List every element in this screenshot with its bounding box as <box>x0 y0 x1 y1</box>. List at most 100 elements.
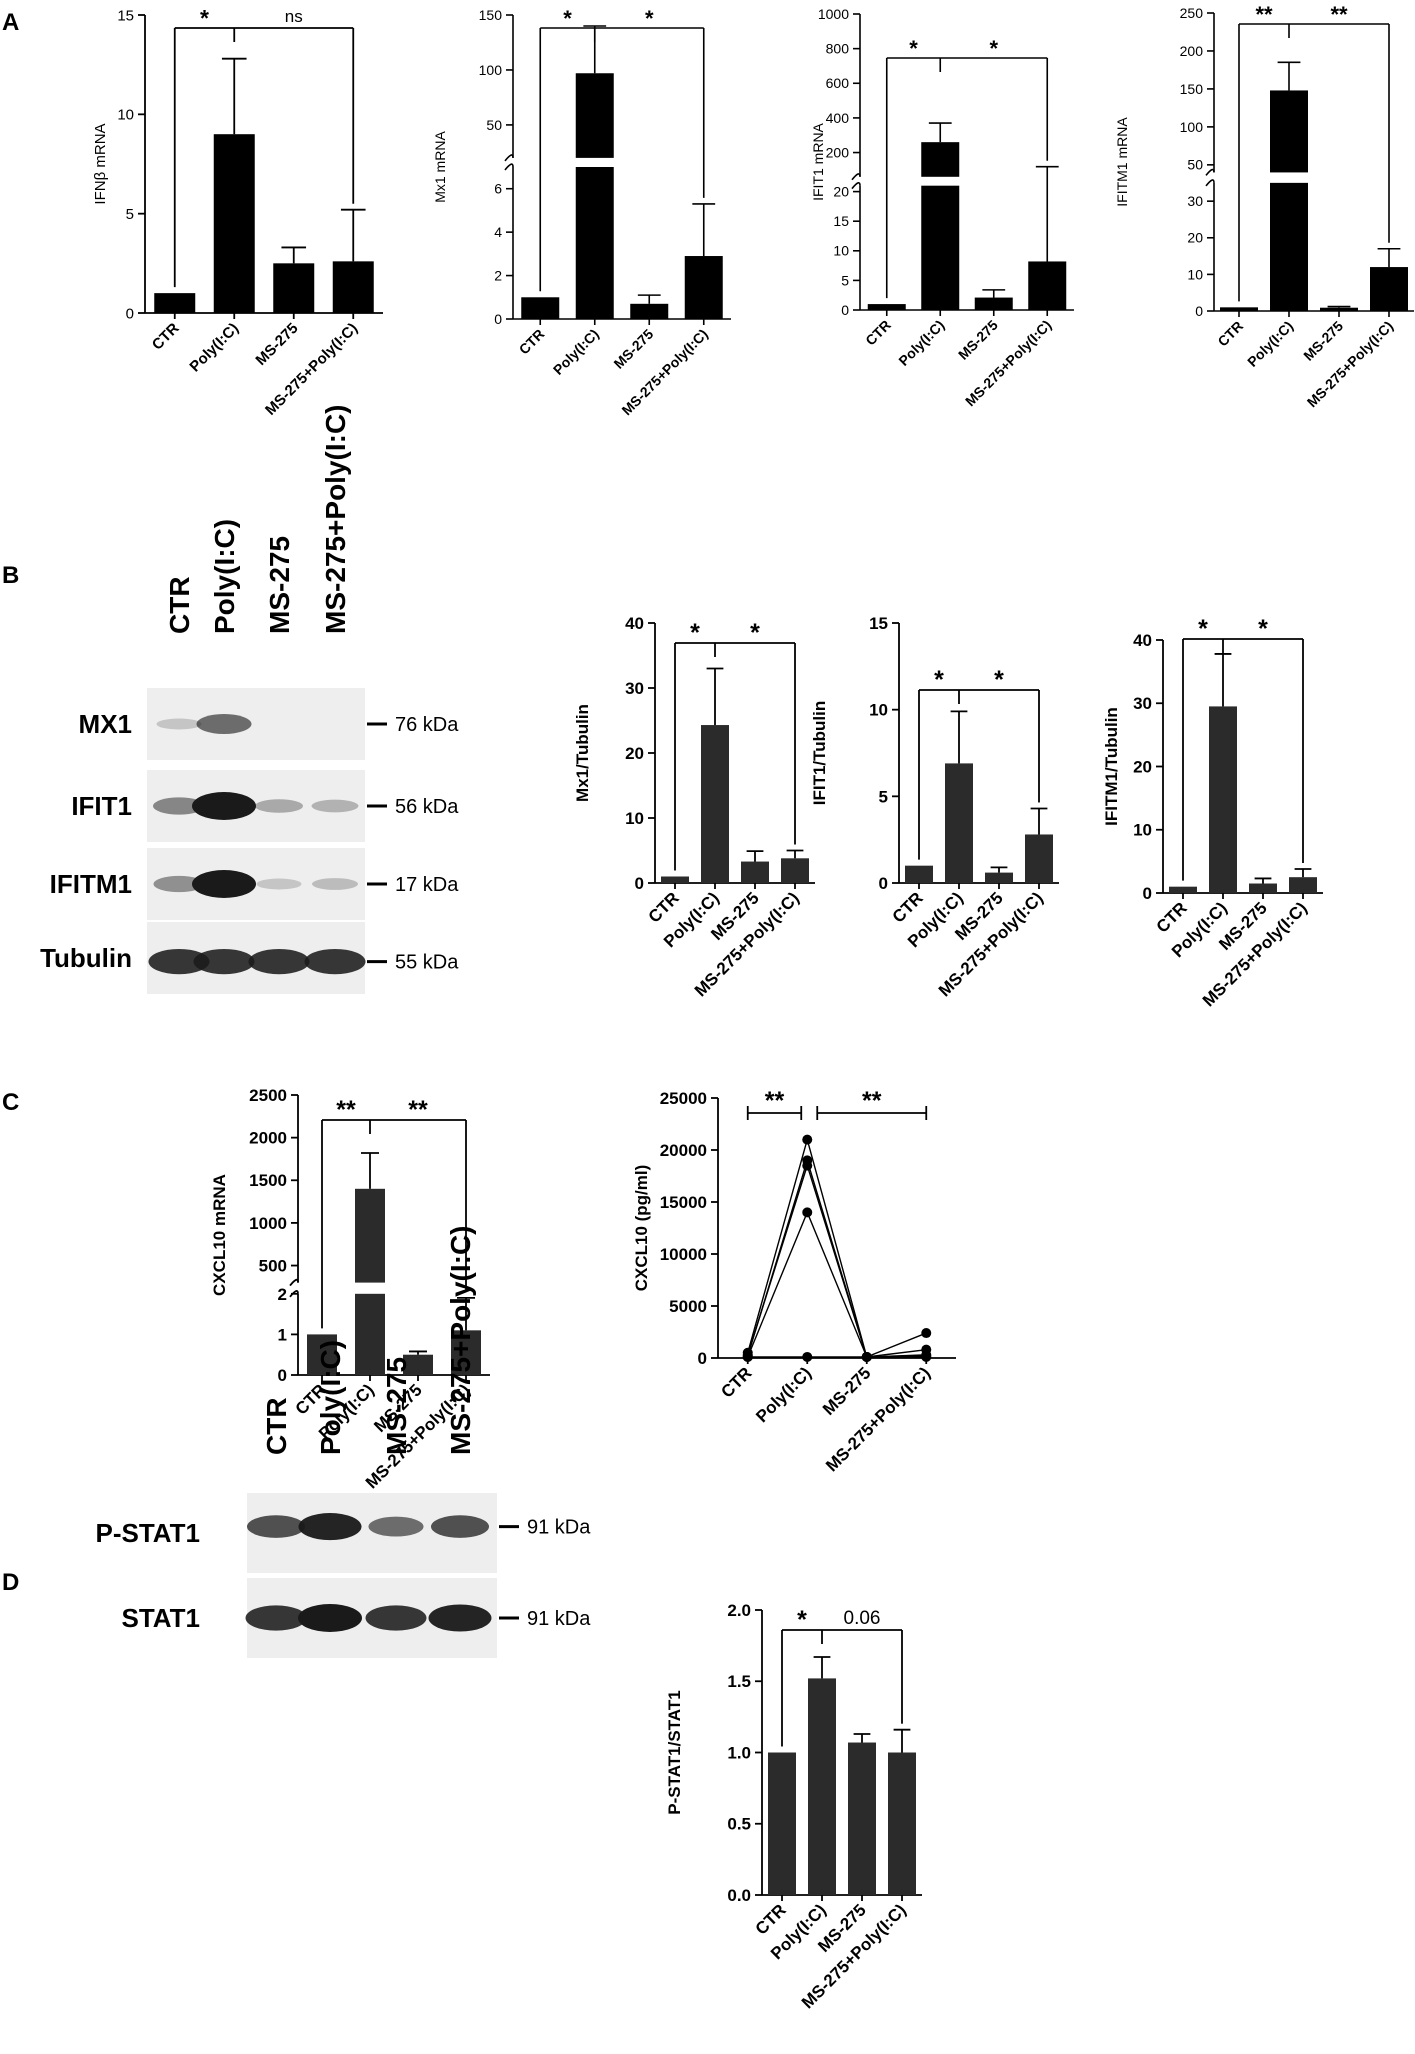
x-tick-label: MS-275 <box>955 317 1001 363</box>
chart-a4: 0 10 20 30 50 100 150 200 250 IFITM1 mRNA CTRPoly(… <box>1114 2 1414 410</box>
y-tick-label: 15 <box>869 614 888 633</box>
blot-band <box>153 797 205 815</box>
y-tick-label: 0 <box>1143 884 1152 903</box>
western-blot-blot-b: CTR Poly(I:C) MS-275 MS-275+Poly(I:C) MX1 76 … <box>40 405 459 994</box>
bar <box>888 1752 916 1895</box>
significance-label: ** <box>765 1087 785 1115</box>
y-tick-label: 5000 <box>669 1297 707 1316</box>
y-tick-label: 150 <box>1180 81 1204 97</box>
lane-label: MS-275 <box>264 536 295 634</box>
bar <box>273 263 315 313</box>
y-tick-label: 20 <box>833 184 849 200</box>
panel-letter-d: D <box>2 1569 19 1596</box>
blot-band <box>247 1515 305 1538</box>
y-tick-label: 40 <box>1133 631 1152 650</box>
kda-label: 76 kDa <box>395 714 459 736</box>
y-tick-label: 1500 <box>249 1171 287 1190</box>
blot-membrane <box>147 688 365 760</box>
y-tick-label: 6 <box>494 181 502 197</box>
blot-row-label: STAT1 <box>122 1603 200 1633</box>
y-tick-label: 20 <box>1187 230 1203 246</box>
bar <box>848 1742 876 1895</box>
axis-break-mark <box>1205 168 1215 176</box>
y-axis-label: IFITM1 mRNA <box>1114 117 1130 207</box>
bar <box>575 73 614 320</box>
bar <box>1025 834 1053 883</box>
panel-letter-a: A <box>2 9 19 36</box>
x-tick-label: MS-275 <box>819 1363 875 1419</box>
y-tick-label: 0 <box>278 1366 287 1385</box>
bar <box>1270 90 1308 311</box>
y-tick-label: 15000 <box>660 1193 707 1212</box>
bar <box>1169 886 1197 893</box>
y-axis-label: CXCL10 mRNA <box>210 1174 229 1296</box>
y-tick-label: 0 <box>841 302 849 318</box>
lane-label: Poly(I:C) <box>209 519 240 634</box>
bar <box>154 293 196 313</box>
blot-band <box>431 1515 489 1538</box>
western-blot-blot-d: CTR Poly(I:C) MS-275 MS-275+Poly(I:C) P-STAT… <box>96 1226 591 1658</box>
bar-break-gap <box>920 176 961 186</box>
significance-label: * <box>1198 615 1208 643</box>
y-tick-label: 2000 <box>249 1129 287 1148</box>
panel-letter-c: C <box>2 1089 19 1116</box>
significance-label: * <box>797 1606 807 1634</box>
y-tick-label: 50 <box>1187 157 1203 173</box>
y-tick-label: 0 <box>126 305 134 322</box>
y-tick-label: 200 <box>826 144 850 160</box>
lane-label: Poly(I:C) <box>315 1340 346 1455</box>
y-tick-label: 200 <box>1180 43 1204 59</box>
blot-band <box>311 799 359 813</box>
x-tick-label: CTR <box>516 326 548 358</box>
y-axis-label: CXCL10 (pg/ml) <box>632 1165 651 1292</box>
y-tick-label: 1000 <box>249 1214 287 1233</box>
axis-break-mark <box>289 1290 299 1298</box>
blot-band <box>312 878 358 890</box>
y-tick-label: 20 <box>625 744 644 763</box>
y-tick-label: 2.0 <box>727 1601 751 1620</box>
y-tick-label: 400 <box>826 110 850 126</box>
x-tick-label: MS-275+Poly(I:C) <box>1304 318 1396 410</box>
bar <box>701 725 729 883</box>
bar <box>1028 261 1067 310</box>
x-tick-label: Poly(I:C) <box>895 317 947 369</box>
axis-break-mark <box>851 173 861 181</box>
y-tick-label: 2 <box>494 267 502 283</box>
y-tick-label: 25000 <box>660 1089 707 1108</box>
blot-band <box>196 714 252 734</box>
y-tick-label: 40 <box>625 614 644 633</box>
y-tick-label: 150 <box>479 7 503 23</box>
bar <box>521 297 560 319</box>
axis-break-mark <box>1205 179 1215 187</box>
y-tick-label: 100 <box>479 62 503 78</box>
x-tick-label: MS-275 <box>252 320 301 369</box>
blot-band <box>193 948 255 975</box>
y-tick-label: 1.0 <box>727 1743 751 1762</box>
x-tick-label: MS-275+Poly(I:C) <box>822 1363 934 1475</box>
bar <box>403 1354 433 1375</box>
chart-b3: 010203040IFITM1/TubulinCTRPoly(I:C)MS-27… <box>1102 615 1323 1010</box>
x-tick-label: Poly(I:C) <box>1244 318 1296 370</box>
bar <box>781 858 809 883</box>
y-tick-label: 30 <box>1133 694 1152 713</box>
y-axis-label: IFITM1/Tubulin <box>1102 707 1121 826</box>
y-tick-label: 10 <box>1133 821 1152 840</box>
y-tick-label: 5 <box>126 206 134 223</box>
axis-break-mark <box>504 154 514 162</box>
kda-label: 56 kDa <box>395 796 459 818</box>
x-tick-label: MS-275 <box>1300 318 1346 364</box>
significance-label: * <box>1258 615 1268 643</box>
significance-label: * <box>909 36 918 61</box>
y-tick-label: 15 <box>117 7 134 24</box>
y-tick-label: 0 <box>494 311 502 327</box>
significance-label: * <box>645 6 654 31</box>
series-line <box>747 1210 927 1358</box>
significance-label: ns <box>285 7 303 26</box>
data-point <box>802 1134 813 1145</box>
data-point <box>861 1351 872 1362</box>
y-tick-label: 10 <box>1187 266 1203 282</box>
y-axis-label: IFIT1 mRNA <box>810 122 826 200</box>
blot-band <box>428 1604 492 1632</box>
blot-row-label: P-STAT1 <box>96 1518 200 1548</box>
